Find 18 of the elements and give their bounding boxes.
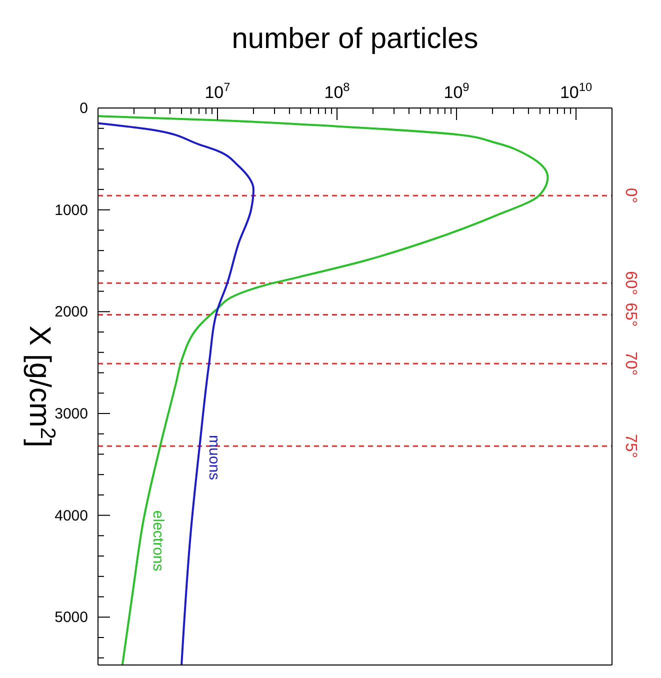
text: 70° xyxy=(622,351,639,376)
y-tick-label: 2000 xyxy=(54,304,88,321)
text: 60° xyxy=(622,271,639,296)
y-tick-label: 3000 xyxy=(54,405,88,422)
x-tick-label: 10$^{9}$ xyxy=(444,80,470,102)
text: electrons xyxy=(149,510,166,572)
text: 65° xyxy=(622,302,639,327)
y-tick-label: 0 xyxy=(80,100,88,117)
y-tick-label: 1000 xyxy=(54,202,88,219)
x-axis-title: number of particles xyxy=(232,23,478,55)
text: 75° xyxy=(622,434,639,458)
x-tick-label: 10$^{7}$ xyxy=(204,80,231,102)
y-tick-label: 5000 xyxy=(54,609,88,626)
x-tick-label: 10$^{8}$ xyxy=(324,80,350,102)
x-tick-label: 10$^{10}$ xyxy=(560,80,592,102)
text: muons xyxy=(206,435,223,480)
y-tick-label: 4000 xyxy=(54,507,88,524)
text: 0° xyxy=(622,188,639,204)
